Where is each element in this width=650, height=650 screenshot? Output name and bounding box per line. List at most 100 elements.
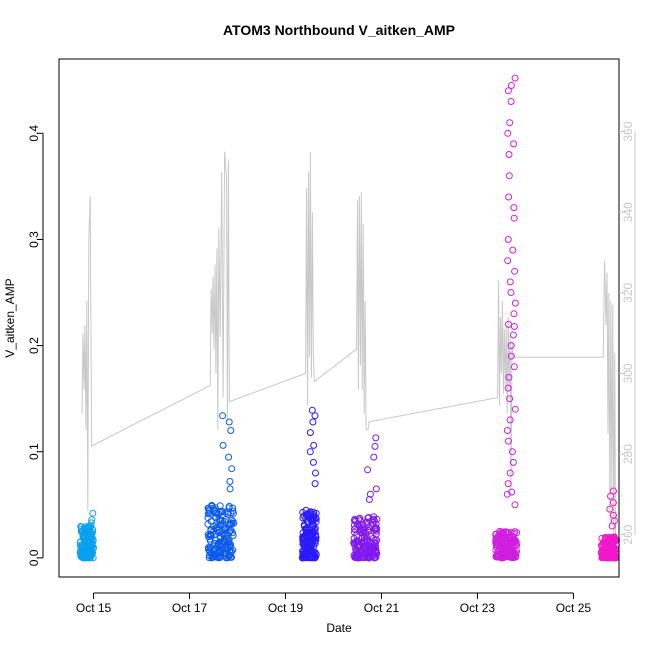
data-point bbox=[506, 552, 514, 560]
y2-tick-label: 320 bbox=[621, 282, 635, 302]
data-point bbox=[607, 492, 614, 500]
data-point bbox=[204, 504, 212, 512]
data-point bbox=[510, 140, 518, 148]
data-point bbox=[601, 545, 609, 553]
data-point bbox=[370, 513, 378, 521]
data-point bbox=[211, 504, 219, 512]
data-point bbox=[509, 458, 517, 466]
data-point bbox=[309, 458, 317, 466]
data-point bbox=[214, 540, 222, 548]
data-point bbox=[360, 537, 368, 545]
data-point bbox=[305, 529, 313, 537]
data-point bbox=[505, 172, 513, 180]
data-point bbox=[606, 546, 614, 553]
data-point bbox=[511, 74, 519, 82]
data-point bbox=[311, 480, 319, 488]
line-series-path bbox=[81, 151, 617, 551]
data-point bbox=[221, 508, 229, 516]
scatter-points bbox=[76, 74, 621, 562]
data-point bbox=[372, 520, 380, 528]
data-point bbox=[361, 550, 369, 558]
data-point bbox=[217, 540, 225, 548]
data-point bbox=[226, 478, 234, 485]
data-point bbox=[497, 544, 505, 552]
data-point bbox=[494, 551, 502, 559]
data-point bbox=[372, 485, 380, 493]
y-axis: 0.0 0.1 0.2 0.3 0.4 bbox=[27, 125, 44, 566]
data-point bbox=[224, 521, 232, 528]
data-point bbox=[370, 550, 378, 558]
data-point bbox=[609, 499, 617, 507]
data-point bbox=[507, 98, 515, 105]
y-tick-label: 0.1 bbox=[27, 443, 41, 460]
data-point bbox=[311, 554, 318, 562]
data-point bbox=[310, 441, 318, 449]
data-point bbox=[506, 395, 514, 403]
data-point bbox=[229, 507, 237, 515]
scatter-series-4 bbox=[350, 434, 381, 562]
data-point bbox=[308, 406, 316, 414]
data-point bbox=[213, 524, 221, 532]
data-point bbox=[504, 480, 512, 488]
data-point bbox=[611, 536, 619, 544]
data-point bbox=[351, 528, 358, 536]
data-point bbox=[208, 502, 216, 510]
data-point bbox=[504, 87, 512, 95]
data-point bbox=[227, 427, 235, 434]
data-point bbox=[506, 416, 514, 424]
data-point bbox=[492, 530, 500, 538]
data-point bbox=[512, 537, 520, 545]
data-point bbox=[88, 516, 96, 524]
data-point bbox=[510, 323, 518, 330]
y2-tick-label: 340 bbox=[621, 202, 635, 222]
data-point bbox=[607, 550, 615, 558]
data-point bbox=[505, 373, 513, 381]
x-tick-label: Oct 15 bbox=[76, 601, 112, 615]
data-point bbox=[503, 427, 511, 434]
data-point bbox=[506, 540, 514, 548]
data-point bbox=[299, 550, 307, 558]
x-tick-label: Oct 19 bbox=[268, 601, 304, 615]
data-point bbox=[226, 485, 234, 493]
data-point bbox=[509, 331, 517, 339]
data-point bbox=[507, 342, 515, 350]
data-point bbox=[219, 412, 227, 420]
data-point bbox=[505, 151, 513, 158]
data-point bbox=[305, 543, 313, 550]
data-point bbox=[610, 487, 617, 495]
data-point bbox=[370, 543, 378, 551]
x-tick-label: Oct 25 bbox=[556, 601, 592, 615]
data-point bbox=[606, 505, 614, 513]
y2-axis: 260 280 300 320 340 360 bbox=[619, 121, 636, 545]
data-point bbox=[78, 523, 85, 531]
data-point bbox=[501, 535, 509, 542]
data-point bbox=[310, 511, 318, 519]
data-point bbox=[370, 554, 378, 562]
data-point bbox=[505, 320, 512, 328]
data-point bbox=[504, 384, 512, 392]
data-point bbox=[508, 554, 516, 562]
data-point bbox=[505, 193, 513, 201]
data-point bbox=[510, 204, 518, 212]
data-point bbox=[359, 541, 367, 549]
data-point bbox=[228, 465, 236, 473]
data-point bbox=[504, 529, 512, 537]
scatter-series-5 bbox=[492, 74, 521, 562]
x-tick-label: Oct 23 bbox=[460, 601, 496, 615]
data-point bbox=[353, 554, 361, 562]
data-point bbox=[504, 236, 512, 243]
data-point bbox=[606, 542, 614, 550]
data-point bbox=[312, 469, 319, 477]
data-point bbox=[312, 514, 320, 522]
data-point bbox=[494, 534, 502, 542]
data-point bbox=[510, 214, 518, 222]
data-point bbox=[204, 514, 212, 522]
data-point bbox=[366, 490, 374, 498]
data-point bbox=[504, 129, 512, 137]
data-point bbox=[506, 278, 514, 286]
data-point bbox=[228, 548, 235, 556]
data-point bbox=[513, 541, 521, 549]
data-point bbox=[306, 448, 314, 456]
data-point bbox=[370, 453, 378, 461]
data-point bbox=[213, 550, 221, 557]
